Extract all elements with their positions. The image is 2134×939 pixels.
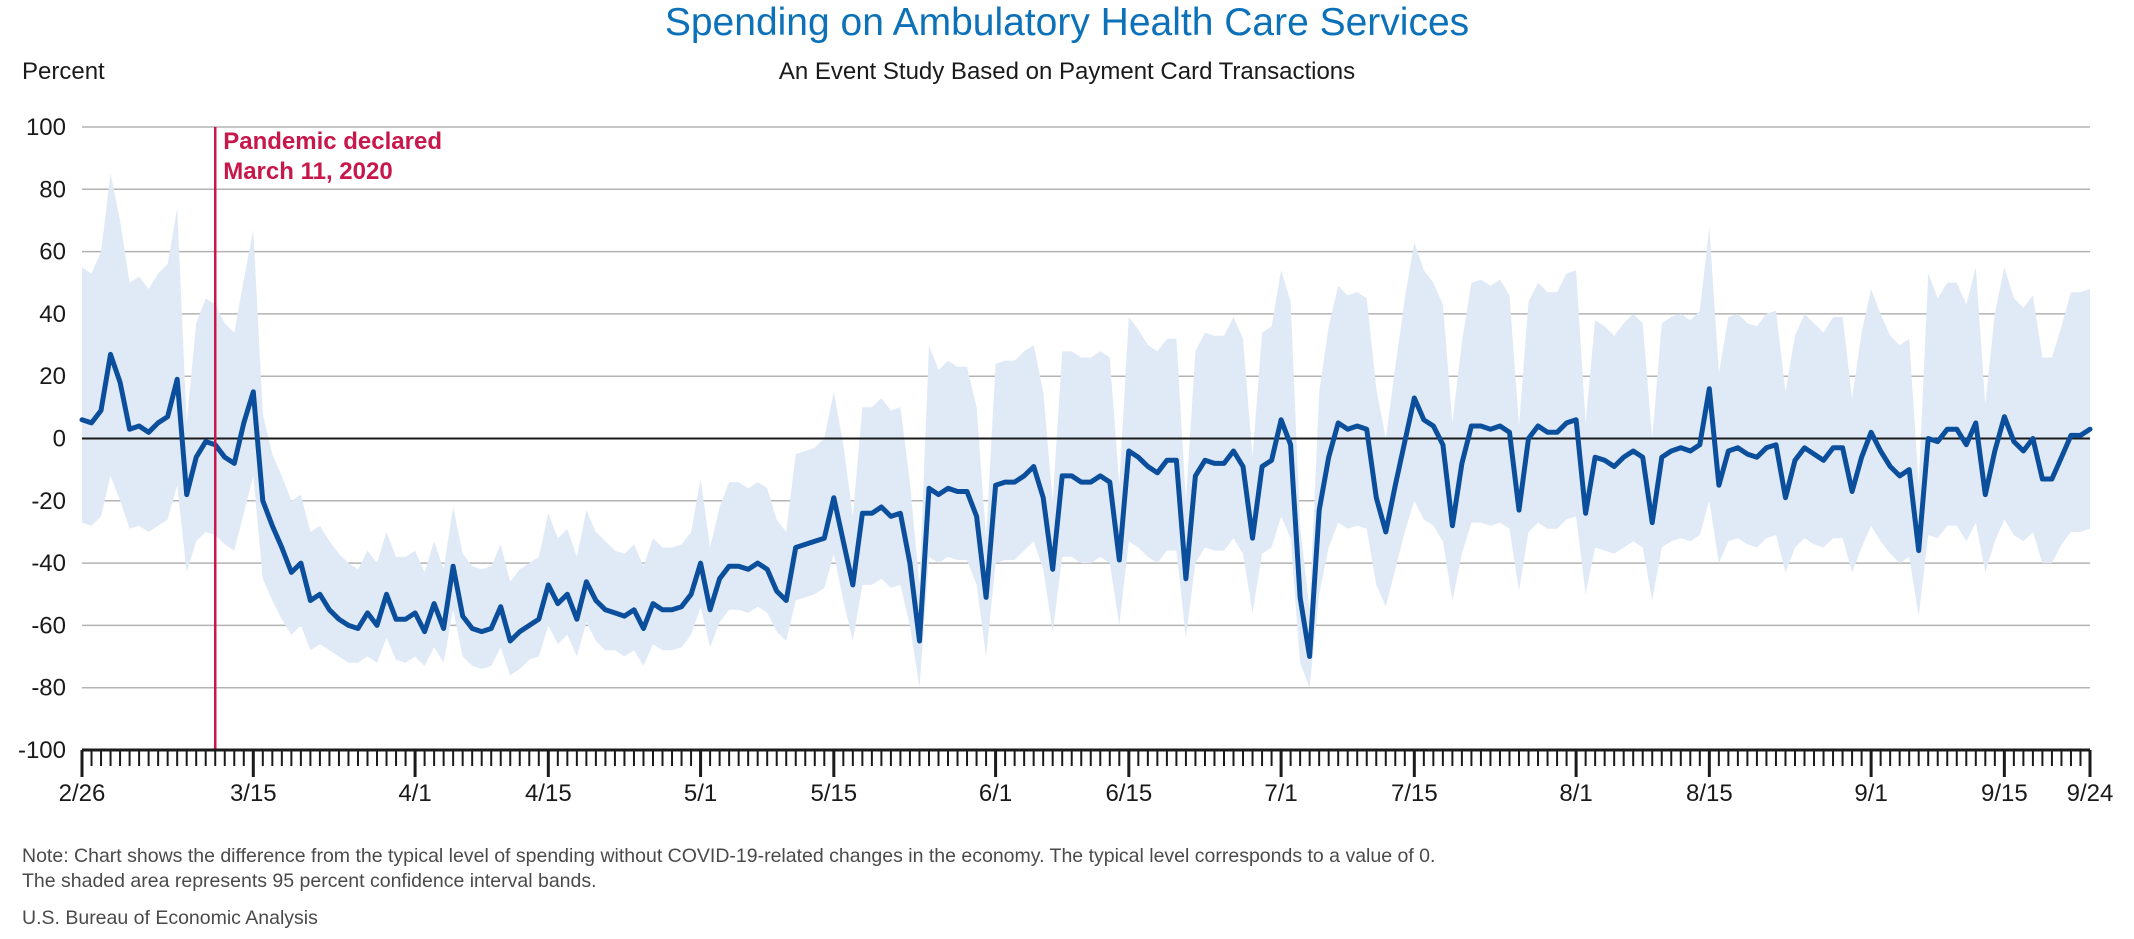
line-chart: Pandemic declared March 11, 2020 100 80 60…: [18, 114, 2114, 807]
y-tick-label: 80: [39, 176, 66, 203]
chart-subtitle: An Event Study Based on Payment Card Tra…: [778, 58, 1356, 85]
y-tick-label: -20: [31, 488, 66, 515]
chart-title: Spending on Ambulatory Health Care Servi…: [664, 1, 1470, 44]
x-axis: 2/26 3/15 4/1 4/15 5/1 5/15 6/1 6/15 7/1 7/15 8/1 8…: [59, 748, 2114, 807]
y-tick-label: -80: [31, 675, 66, 702]
confidence-band-area: [82, 173, 2090, 688]
y-axis-unit-label: Percent: [22, 58, 105, 85]
x-tick-label: 9/1: [1854, 780, 1887, 807]
source-credit: U.S. Bureau of Economic Analysis: [22, 907, 318, 929]
x-tick-label: 5/15: [810, 780, 857, 807]
series-line: [79, 351, 2093, 659]
x-tick-label: 5/1: [684, 780, 717, 807]
x-tick-label: 2/26: [59, 780, 106, 807]
confidence-band: [82, 173, 2090, 688]
chart-note: Note: Chart shows the difference from th…: [22, 845, 1436, 867]
x-tick-label: 4/1: [398, 780, 431, 807]
series-polyline: [79, 351, 2093, 659]
x-tick-label: 7/15: [1391, 780, 1438, 807]
y-tick-label: 0: [53, 426, 66, 453]
event-label-line1: Pandemic declared: [223, 128, 442, 155]
y-axis-ticks: 100 80 60 40 20 0 -20 -40 -60 -80 -100: [18, 114, 66, 764]
chart-note-band: The shaded area represents 95 percent co…: [22, 870, 597, 892]
y-tick-label: 40: [39, 301, 66, 328]
y-tick-label: -60: [31, 612, 66, 639]
x-tick-label: 8/15: [1686, 780, 1733, 807]
x-tick-label: 9/15: [1981, 780, 2028, 807]
x-tick-label: 9/24: [2067, 780, 2114, 807]
event-label-line2: March 11, 2020: [223, 158, 392, 185]
y-tick-label: 60: [39, 239, 66, 266]
y-tick-label: 100: [26, 114, 66, 141]
x-tick-label: 6/15: [1105, 780, 1152, 807]
x-tick-label: 3/15: [230, 780, 277, 807]
event-marker: Pandemic declared March 11, 2020: [213, 127, 442, 750]
x-tick-label: 4/15: [525, 780, 572, 807]
y-tick-label: -100: [18, 737, 66, 764]
x-tick-label: 7/1: [1264, 780, 1297, 807]
y-tick-label: 20: [39, 363, 66, 390]
y-tick-label: -40: [31, 550, 66, 577]
x-tick-label: 8/1: [1559, 780, 1592, 807]
x-tick-label: 6/1: [979, 780, 1012, 807]
